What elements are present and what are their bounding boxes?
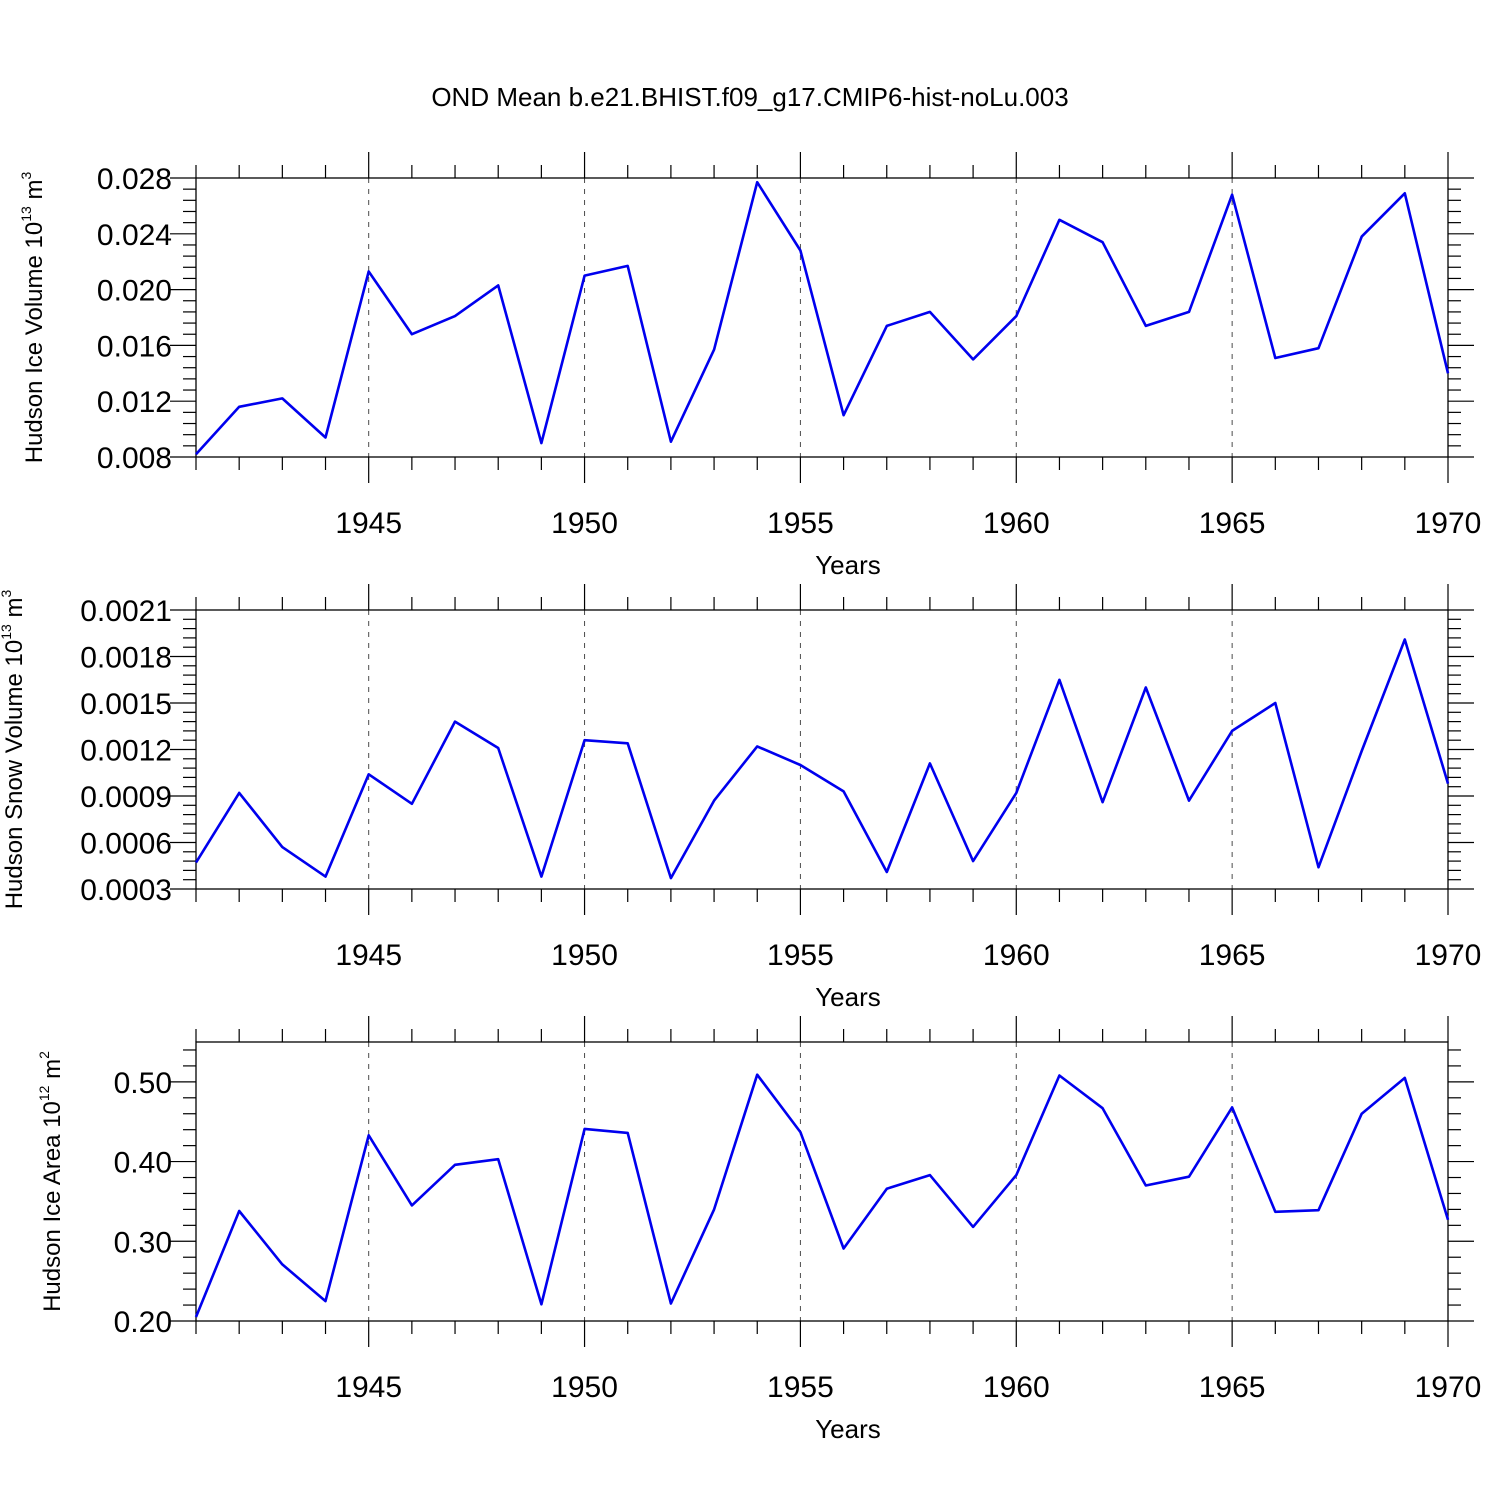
y-tick-label: 0.40 — [114, 1147, 172, 1180]
x-tick-label: 1950 — [551, 1371, 618, 1404]
chart-title: OND Mean b.e21.BHIST.f09_g17.CMIP6-hist-… — [431, 82, 1068, 112]
series-line-0 — [195, 180, 1450, 456]
y-axis-label-main: Hudson Snow Volume 10 — [1, 640, 28, 910]
panel-ice-area: 1945 1950 1955 1960 1965 1970 Years 0.20 0.30 0.4… — [36, 1016, 1481, 1444]
y-axis-label-unit-exponent: 3 — [0, 590, 14, 598]
y-tick-label: 0.30 — [114, 1226, 172, 1259]
y-axis-label-exponent: 12 — [36, 1085, 52, 1101]
x-axis-label: Years — [815, 982, 881, 1012]
y-tick-label: 0.020 — [97, 275, 172, 308]
y-tick-label: 0.012 — [97, 386, 172, 419]
y-tick-label: 0.50 — [114, 1067, 172, 1100]
y-axis-label-exponent: 13 — [0, 624, 14, 640]
panel-ice-volume: 1945 1950 1955 1960 1965 1970 Years 0.008 0.012 0… — [18, 152, 1481, 580]
y-tick-label: 0.0003 — [80, 874, 172, 907]
y-axis-label-unit-exponent: 3 — [18, 172, 34, 180]
y-tick-label: 0.0006 — [80, 828, 172, 861]
y-axis-label-unit-exponent: 2 — [36, 1051, 52, 1059]
x-tick-label: 1965 — [1199, 1371, 1266, 1404]
y-tick-label: 0.0021 — [80, 595, 172, 628]
y-axis-label-exponent: 13 — [18, 206, 34, 222]
x-tick-label: 1960 — [983, 507, 1050, 540]
x-tick-label: 1945 — [335, 939, 402, 972]
x-tick-label: 1945 — [335, 507, 402, 540]
plot-frame — [195, 1041, 1449, 1322]
y-tick-label: 0.016 — [97, 330, 172, 363]
x-axis-label: Years — [815, 1414, 881, 1444]
y-axis-label: Hudson Ice Volume 1013 m3 — [18, 172, 48, 464]
x-tick-label: 1970 — [1415, 507, 1482, 540]
x-tick-label: 1945 — [335, 1371, 402, 1404]
x-tick-label: 1955 — [767, 507, 834, 540]
y-axis-label-unit: m — [21, 180, 48, 207]
x-tick-label: 1955 — [767, 1371, 834, 1404]
y-axis-label-unit: m — [1, 598, 28, 625]
plot-frame — [195, 609, 1449, 890]
y-tick-label: 0.20 — [114, 1306, 172, 1339]
y-axis-label: Hudson Ice Area 1012 m2 — [36, 1051, 66, 1312]
y-axis-label-unit: m — [39, 1059, 66, 1086]
y-tick-label: 0.024 — [97, 219, 172, 252]
x-tick-label: 1970 — [1415, 1371, 1482, 1404]
x-tick-label: 1960 — [983, 1371, 1050, 1404]
x-tick-label: 1950 — [551, 939, 618, 972]
series-line-0 — [194, 638, 1450, 880]
y-tick-label: 0.0012 — [80, 735, 172, 768]
x-tick-label: 1965 — [1199, 507, 1266, 540]
y-axis-label-main: Hudson Ice Area 10 — [39, 1101, 66, 1312]
x-tick-label: 1950 — [551, 507, 618, 540]
panel-snow-volume: 1945 1950 1955 1960 1965 1970 Years 0.0003 0.000… — [0, 584, 1481, 1012]
y-axis-label-main: Hudson Ice Volume 10 — [21, 222, 48, 464]
x-tick-label: 1965 — [1199, 939, 1266, 972]
x-tick-label: 1955 — [767, 939, 834, 972]
y-tick-label: 0.0018 — [80, 642, 172, 675]
y-tick-label: 0.028 — [97, 163, 172, 196]
y-axis-label: Hudson Snow Volume 1013 m3 — [0, 590, 28, 910]
x-tick-label: 1960 — [983, 939, 1050, 972]
x-axis-label: Years — [815, 550, 881, 580]
plot-frame — [195, 177, 1449, 458]
y-tick-label: 0.0009 — [80, 781, 172, 814]
y-tick-label: 0.008 — [97, 442, 172, 475]
y-tick-label: 0.0015 — [80, 688, 172, 721]
x-tick-label: 1970 — [1415, 939, 1482, 972]
series-line-0 — [194, 1073, 1450, 1318]
